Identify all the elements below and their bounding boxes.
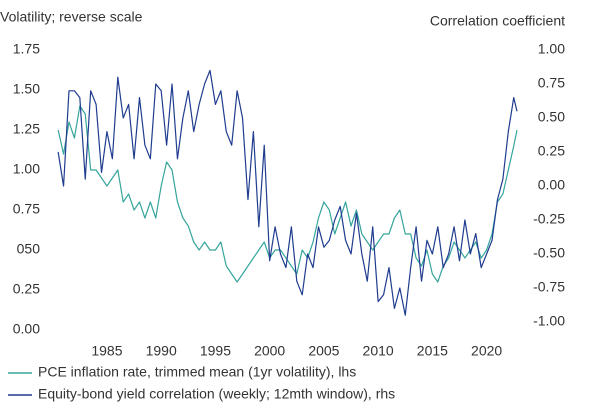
y2-tick-label: 1.00: [538, 41, 565, 57]
x-tick-label: 1995: [200, 343, 231, 359]
y-tick-label: 0.00: [13, 321, 40, 337]
y2-tick-label: 0.75: [538, 75, 565, 91]
x-tick-label: 2010: [363, 343, 394, 359]
y2-tick-label: -1.00: [533, 313, 565, 329]
x-tick-label: 1990: [146, 343, 177, 359]
x-tick-label: 1985: [91, 343, 122, 359]
y2-tick-label: 0.00: [538, 177, 565, 193]
y-tick-label: 1.50: [13, 81, 40, 97]
y2-tick-label: -0.75: [533, 279, 565, 295]
y2-tick-label: -0.50: [533, 245, 565, 261]
series-line: [57, 69, 518, 316]
y-tick-label: 1.75: [13, 41, 40, 57]
x-tick-label: 2000: [254, 343, 285, 359]
legend-label: Equity-bond yield correlation (weekly; 1…: [38, 386, 395, 402]
y2-axis-title: Correlation coefficient: [430, 13, 565, 29]
legend-label: PCE inflation rate, trimmed mean (1yr vo…: [38, 364, 356, 380]
x-tick-label: 2005: [308, 343, 339, 359]
series-line: [57, 105, 518, 283]
y-axis-title: Volatility; reverse scale: [0, 9, 143, 25]
x-tick-label: 2020: [471, 343, 502, 359]
y2-tick-label: 0.25: [538, 143, 565, 159]
y-tick-label: 1.00: [13, 161, 40, 177]
y2-tick-label: -0.25: [533, 211, 565, 227]
y2-tick-label: 0.50: [538, 109, 565, 125]
y-tick-label: 0.75: [13, 201, 40, 217]
y-tick-label: 0.25: [13, 281, 40, 297]
y-tick-label: 050: [17, 241, 41, 257]
x-tick-label: 2015: [417, 343, 448, 359]
y-tick-label: 1.25: [13, 121, 40, 137]
